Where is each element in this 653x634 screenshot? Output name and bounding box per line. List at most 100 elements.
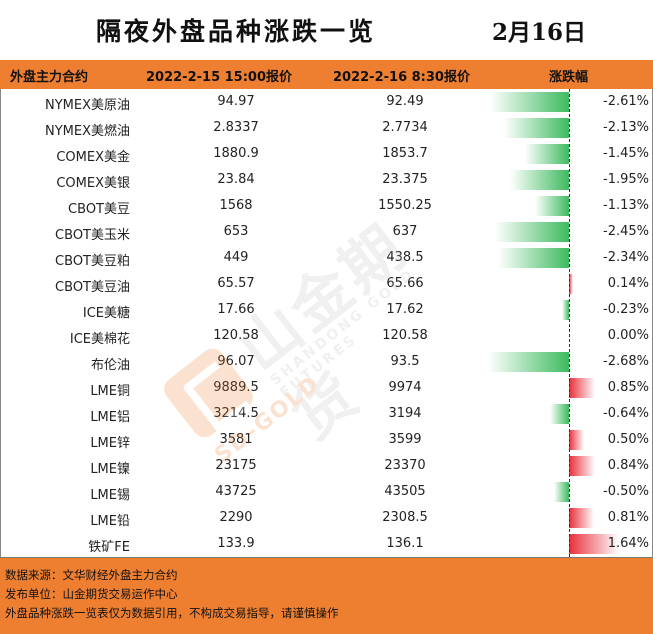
change-bar — [504, 118, 569, 138]
cell-price1: 653 — [223, 224, 249, 239]
cell-change: 0.84% — [607, 458, 649, 473]
table-row: LME铝 3214.5 3194 -0.64% — [0, 401, 653, 427]
title-row: 隔夜外盘品种涨跌一览 2月16日 — [0, 0, 653, 60]
cell-name: CBOT美豆油 — [55, 280, 130, 295]
cell-name: NYMEX美原油 — [44, 98, 130, 113]
cell-price1: 2290 — [219, 510, 253, 525]
cell-name: COMEX美银 — [56, 176, 130, 191]
cell-price1: 65.57 — [217, 276, 255, 291]
table-row: COMEX美金 1880.9 1853.7 -1.45% — [0, 141, 653, 167]
table-row: 铁矿FE 133.9 136.1 1.64% — [0, 531, 653, 557]
header-name: 外盘主力合约 — [10, 70, 89, 85]
cell-price2: 23.375 — [382, 172, 428, 187]
table-row: LME镍 23175 23370 0.84% — [0, 453, 653, 479]
table-row: COMEX美银 23.84 23.375 -1.95% — [0, 167, 653, 193]
cell-change: -2.45% — [603, 224, 649, 239]
cell-change: -1.45% — [603, 146, 649, 161]
table-row: ICE美棉花 120.58 120.58 0.00% — [0, 323, 653, 349]
change-bar — [569, 430, 585, 450]
cell-price2: 43505 — [384, 484, 426, 499]
cell-name: LME铅 — [90, 514, 130, 529]
table-row: LME铅 2290 2308.5 0.81% — [0, 505, 653, 531]
table-row: LME锌 3581 3599 0.50% — [0, 427, 653, 453]
cell-name: LME锡 — [90, 488, 130, 503]
cell-change: 1.64% — [607, 536, 649, 551]
cell-name: COMEX美金 — [56, 150, 130, 165]
cell-name: 铁矿FE — [88, 540, 130, 555]
cell-change: 0.50% — [607, 432, 649, 447]
cell-price2: 93.5 — [390, 354, 420, 369]
cell-price1: 96.07 — [217, 354, 255, 369]
table-row: LME锡 43725 43505 -0.50% — [0, 479, 653, 505]
cell-price1: 43725 — [215, 484, 257, 499]
footer-source: 数据来源：文华财经外盘主力合约 — [5, 568, 178, 582]
cell-name: LME铜 — [90, 384, 130, 399]
cell-name: LME锌 — [90, 436, 130, 451]
change-bar — [549, 404, 569, 424]
change-bar — [534, 196, 569, 216]
cell-change: 0.81% — [607, 510, 649, 525]
cell-price2: 2308.5 — [382, 510, 428, 525]
cell-change: -1.95% — [603, 172, 649, 187]
footer-publisher: 发布单位：山金期货交易运作中心 — [5, 587, 178, 601]
cell-change: 0.00% — [607, 328, 649, 343]
cell-price2: 1550.25 — [378, 198, 432, 213]
cell-change: 0.14% — [607, 276, 649, 291]
cell-price2: 136.1 — [386, 536, 424, 551]
change-bar — [553, 482, 569, 502]
change-bar — [569, 378, 595, 398]
table-row: NYMEX美原油 94.97 92.49 -2.61% — [0, 89, 653, 115]
cell-price1: 133.9 — [217, 536, 255, 551]
change-bar — [487, 352, 569, 372]
header-change: 涨跌幅 — [549, 70, 589, 85]
change-bar — [494, 222, 569, 242]
cell-price2: 65.66 — [386, 276, 424, 291]
table-row: LME铜 9889.5 9974 0.85% — [0, 375, 653, 401]
cell-price2: 438.5 — [386, 250, 424, 265]
cell-name: CBOT美豆粕 — [55, 254, 130, 269]
table-row: CBOT美玉米 653 637 -2.45% — [0, 219, 653, 245]
cell-price2: 3599 — [388, 432, 422, 447]
table-row: CBOT美豆油 65.57 65.66 0.14% — [0, 271, 653, 297]
cell-price1: 3214.5 — [213, 406, 259, 421]
cell-price2: 120.58 — [382, 328, 428, 343]
cell-change: -0.50% — [603, 484, 649, 499]
cell-price1: 3581 — [219, 432, 253, 447]
table-row: 布伦油 96.07 93.5 -2.68% — [0, 349, 653, 375]
cell-price1: 120.58 — [213, 328, 259, 343]
cell-name: LME铝 — [90, 410, 130, 425]
cell-price1: 2.8337 — [213, 120, 259, 135]
footer: 数据来源：文华财经外盘主力合约 发布单位：山金期货交易运作中心 外盘品种涨跌一览… — [0, 557, 653, 634]
cell-price1: 17.66 — [217, 302, 255, 317]
cell-change: 0.85% — [607, 380, 649, 395]
cell-price2: 2.7734 — [382, 120, 428, 135]
table-row: CBOT美豆 1568 1550.25 -1.13% — [0, 193, 653, 219]
cell-price2: 92.49 — [386, 94, 424, 109]
change-bar — [489, 92, 569, 112]
cell-price1: 1568 — [219, 198, 253, 213]
cell-price2: 637 — [392, 224, 418, 239]
change-bar — [562, 300, 569, 320]
cell-name: NYMEX美燃油 — [44, 124, 130, 139]
cell-change: -1.13% — [603, 198, 649, 213]
cell-name: CBOT美玉米 — [55, 228, 130, 243]
cell-price1: 449 — [223, 250, 249, 265]
table-header: 外盘主力合约 2022-2-15 15:00报价 2022-2-16 8:30报… — [0, 60, 653, 89]
cell-price2: 1853.7 — [382, 146, 428, 161]
zero-axis — [569, 89, 570, 557]
change-bar — [569, 456, 595, 476]
cell-change: -0.23% — [603, 302, 649, 317]
cell-name: LME镍 — [90, 462, 130, 477]
cell-price1: 9889.5 — [213, 380, 259, 395]
cell-price2: 17.62 — [386, 302, 424, 317]
footer-disclaimer: 外盘品种涨跌一览表仅为数据引用，不构成交易指导，请谨慎操作 — [5, 606, 339, 620]
cell-change: -2.34% — [603, 250, 649, 265]
cell-price1: 1880.9 — [213, 146, 259, 161]
cell-price2: 23370 — [384, 458, 426, 473]
cell-name: CBOT美豆 — [68, 202, 130, 217]
change-bar — [509, 170, 569, 190]
cell-name: ICE美糖 — [82, 306, 130, 321]
change-bar — [569, 508, 594, 528]
cell-name: 布伦油 — [90, 358, 130, 373]
cell-change: -2.13% — [603, 120, 649, 135]
